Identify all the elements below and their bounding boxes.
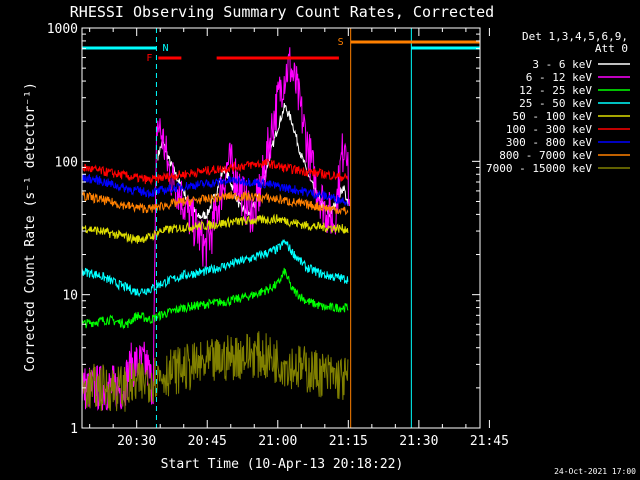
legend-label-7: 800 - 7000 keV (499, 149, 592, 162)
y-tick-label: 10 (62, 289, 78, 304)
flag-label-f: F (146, 53, 152, 64)
series-line-8 (82, 331, 349, 412)
x-tick-label: 21:00 (258, 434, 297, 449)
chart-title: RHESSI Observing Summary Count Rates, Co… (70, 3, 494, 21)
x-tick-label: 20:45 (188, 434, 227, 449)
series-line-7 (82, 190, 349, 216)
series-line-1 (82, 47, 351, 411)
x-axis-label: Start Time (10-Apr-13 20:18:22) (161, 457, 404, 472)
legend-header-line: Det 1,3,4,5,6,9, (522, 30, 628, 43)
y-tick-label: 1000 (47, 22, 78, 37)
series-group (82, 28, 480, 428)
flag-label-n: N (162, 43, 168, 54)
x-tick-label: 21:45 (470, 434, 509, 449)
legend-label-4: 50 - 100 keV (513, 110, 593, 123)
x-tick-label: 20:30 (117, 434, 156, 449)
legend-label-0: 3 - 6 keV (532, 58, 592, 71)
series-line-3 (82, 238, 349, 298)
timestamp: 24-Oct-2021 17:00 (554, 467, 636, 476)
y-tick-label: 100 (55, 155, 78, 170)
legend-label-8: 7000 - 15000 keV (486, 162, 592, 175)
legend-label-6: 300 - 800 keV (506, 136, 592, 149)
plot-frame (81, 27, 481, 429)
series-line-4 (82, 213, 349, 245)
y-axis-label: Corrected Count Rate (s⁻¹ detector⁻¹) (23, 82, 38, 372)
legend-label-1: 6 - 12 keV (526, 71, 593, 84)
x-tick-label: 21:15 (329, 434, 368, 449)
legend-header-line: Att 0 (595, 42, 628, 55)
series-line-6 (82, 173, 349, 207)
series-line-5 (82, 158, 348, 186)
y-tick-label: 1 (70, 422, 78, 437)
axes: 1 10 100 1000 20:30 20:45 21:00 21:15 21:30 21:45 (47, 22, 509, 449)
x-tick-label: 21:30 (399, 434, 438, 449)
legend-label-3: 25 - 50 keV (519, 97, 592, 110)
series-line-2 (82, 267, 349, 330)
legend-label-2: 12 - 25 keV (519, 84, 592, 97)
plot-area: N S F (82, 28, 480, 428)
flag-label-s: S (338, 37, 344, 48)
legend-label-5: 100 - 300 keV (506, 123, 592, 136)
